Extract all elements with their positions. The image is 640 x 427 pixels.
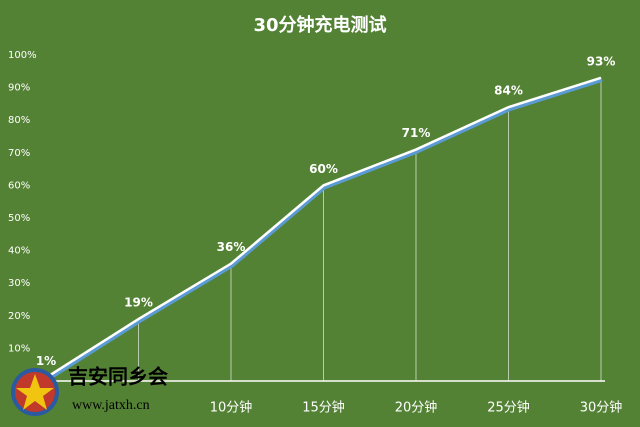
data-label: 71% — [402, 126, 431, 140]
y-tick-label: 30% — [8, 278, 30, 289]
line-shadow — [45, 77, 603, 382]
watermark-url: www.jatxh.cn — [72, 398, 150, 413]
data-label: 36% — [217, 240, 246, 254]
x-tick-label: 15分钟 — [302, 400, 345, 416]
x-tick-label: 20分钟 — [395, 400, 438, 416]
line — [45, 76, 602, 379]
watermark-star — [16, 374, 54, 410]
data-label: 84% — [494, 84, 523, 98]
y-tick-label: 10% — [8, 343, 30, 354]
x-tick-label: 30分钟 — [580, 400, 623, 416]
chart-title: 30分钟充电测试 — [253, 14, 386, 36]
y-tick-label: 70% — [8, 148, 30, 159]
y-tick-label: 80% — [8, 115, 30, 126]
data-label: 1% — [36, 354, 56, 368]
y-tick-label: 20% — [8, 311, 30, 322]
x-tick-label: 10分钟 — [210, 400, 253, 416]
data-label: 60% — [309, 162, 338, 176]
data-label: 19% — [124, 296, 153, 310]
watermark-name: 吉安同乡会 — [68, 365, 168, 389]
y-tick-label: 90% — [8, 83, 30, 94]
y-tick-label: 100% — [8, 50, 37, 61]
y-tick-label: 40% — [8, 246, 30, 257]
x-tick-label: 25分钟 — [487, 400, 530, 416]
watermark: 吉安同乡会 www.jatxh.cn — [11, 365, 168, 416]
y-tick-label: 50% — [8, 213, 30, 224]
data-label: 93% — [587, 54, 616, 68]
y-tick-label: 60% — [8, 180, 30, 191]
